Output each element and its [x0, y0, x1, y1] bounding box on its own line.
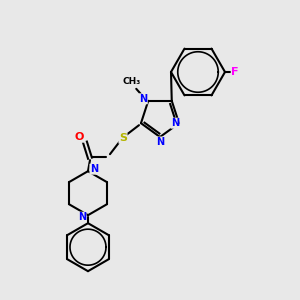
Text: N: N	[78, 212, 86, 222]
Text: S: S	[119, 133, 127, 143]
Text: N: N	[139, 94, 147, 104]
Text: N: N	[171, 118, 179, 128]
Text: N: N	[156, 137, 164, 147]
Text: O: O	[74, 132, 84, 142]
Text: N: N	[90, 164, 98, 174]
Text: F: F	[231, 67, 239, 77]
Text: CH₃: CH₃	[122, 77, 140, 86]
